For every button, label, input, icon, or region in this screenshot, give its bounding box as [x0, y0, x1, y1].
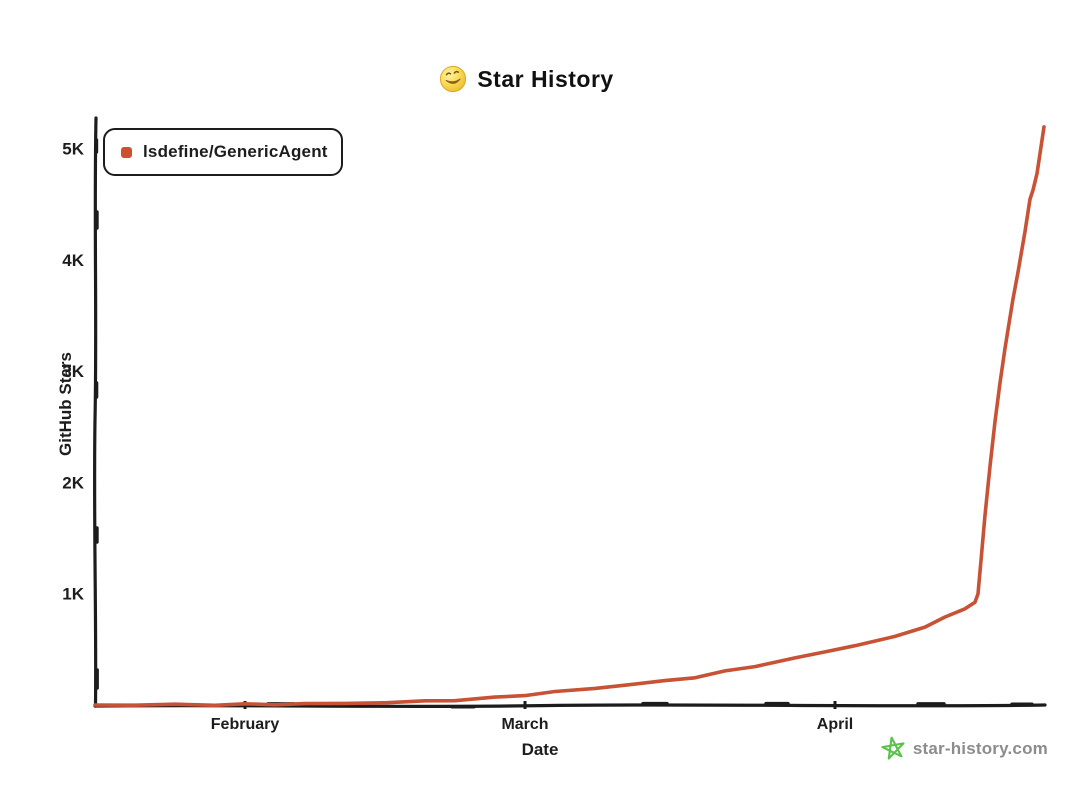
series-legend-marker [121, 146, 132, 158]
y-tick-label: 4K [62, 251, 84, 270]
y-tick-label: 5K [62, 140, 84, 159]
y-axis-ticks: 1K 2K 3K 4K 5K [62, 140, 84, 604]
x-tick-label: February [211, 716, 280, 733]
watermark-text: star-history.com [912, 738, 1048, 758]
x-tick-label: March [501, 716, 548, 733]
x-tick-label: April [817, 716, 853, 733]
y-tick-label: 2K [62, 473, 84, 492]
chart-title-text: Star History [477, 65, 614, 92]
green-star-icon [881, 736, 906, 761]
y-axis-title: GitHub Stars [55, 352, 75, 456]
series-line-lsdefine-GenericAgent [93, 125, 1046, 708]
x-axis-ticks: February March April [211, 701, 853, 733]
chart-title: Star History [0, 64, 1066, 94]
series-legend-label: lsdefine/GenericAgent [143, 142, 328, 161]
y-tick-label: 1K [62, 585, 84, 604]
legend-box: lsdefine/GenericAgent [103, 128, 343, 176]
y-tick-label: 3K [62, 362, 84, 381]
y-axis-line [92, 116, 98, 708]
watermark-link[interactable]: star-history.com [881, 736, 1048, 761]
axis-sketch-marks [94, 138, 1034, 709]
x-axis-title: Date [521, 740, 559, 759]
smiley-emoji-icon [438, 64, 468, 94]
